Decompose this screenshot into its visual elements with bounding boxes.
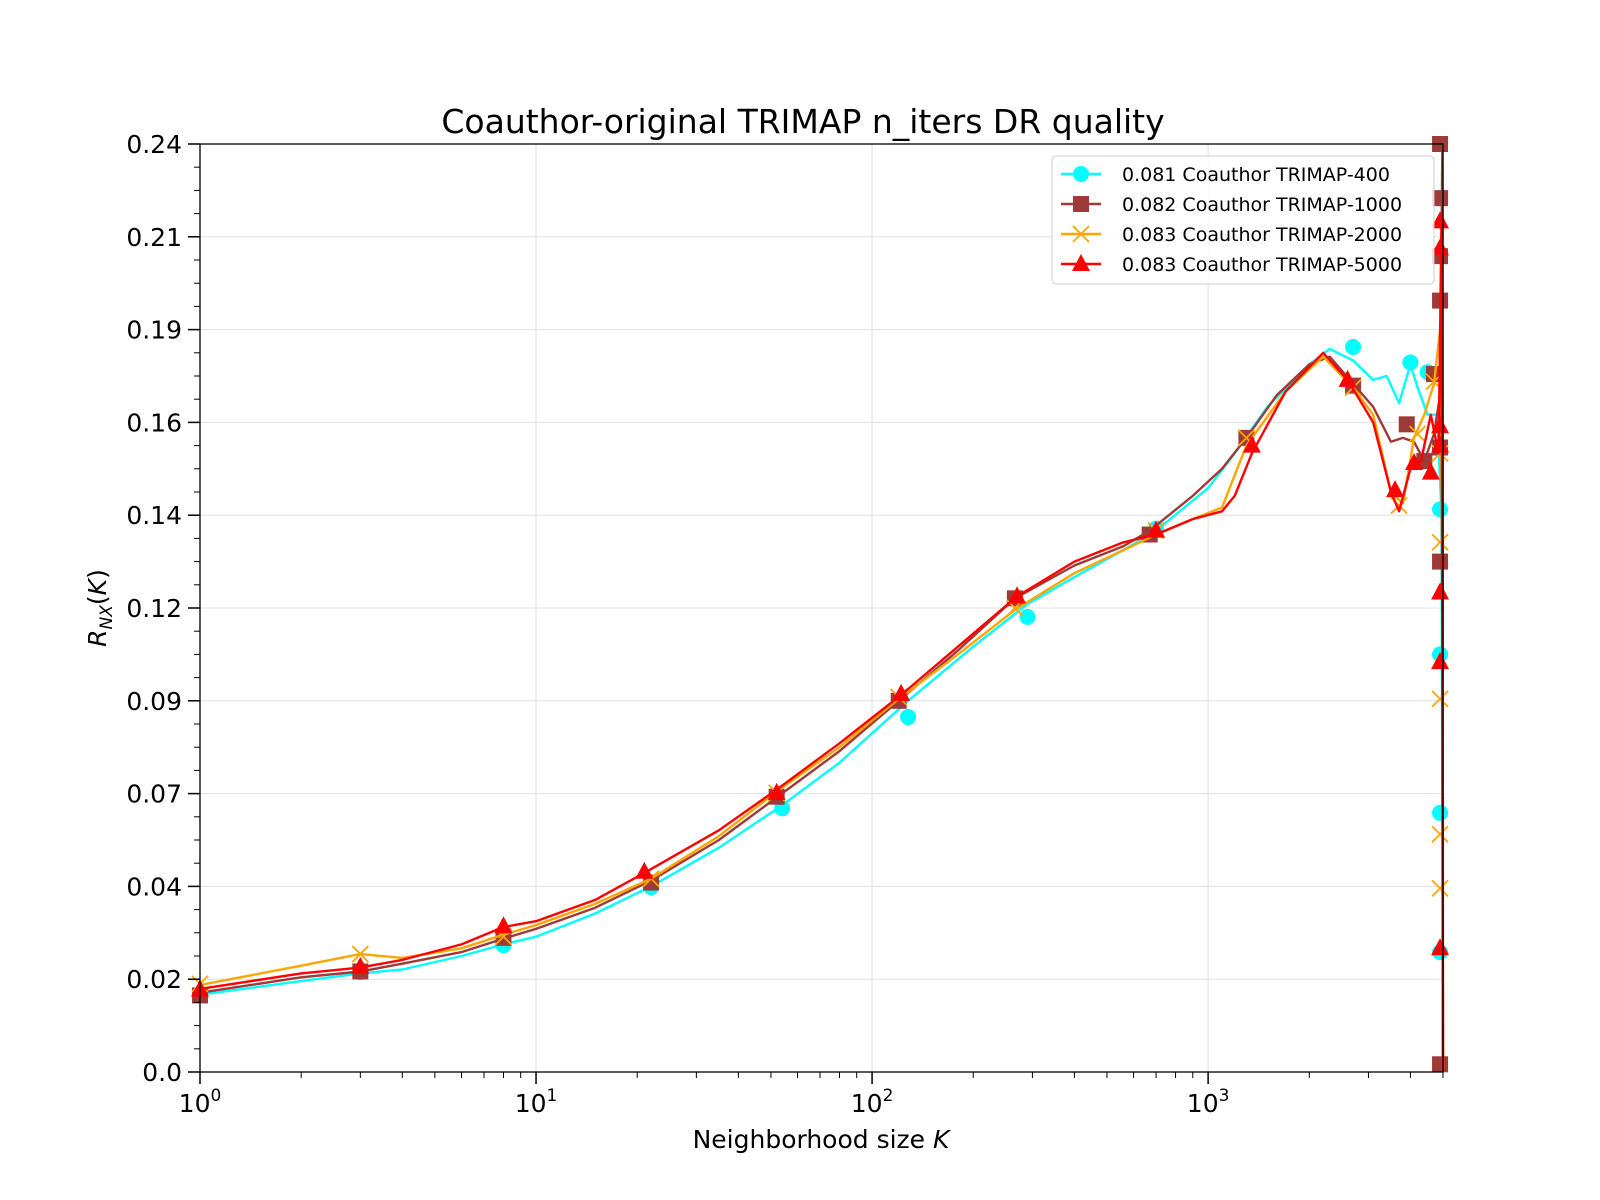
- legend-marker: [1073, 196, 1089, 212]
- y-tick-label: 0.02: [126, 965, 182, 994]
- series-point: [1386, 480, 1405, 498]
- series-point: [1432, 190, 1449, 207]
- legend-item: 0.083 Coauthor TRIMAP-5000: [1061, 254, 1402, 276]
- y-tick-label: 0.0: [142, 1058, 182, 1087]
- x-axis: 100 101 102 103: [179, 1072, 1444, 1118]
- series-point: [1432, 804, 1449, 821]
- series-point: [635, 861, 654, 879]
- legend-label: 0.081 Coauthor TRIMAP-400: [1122, 164, 1390, 186]
- series-line: [199, 328, 1445, 1073]
- legend-label: 0.082 Coauthor TRIMAP-1000: [1122, 194, 1402, 216]
- series-point: [1405, 453, 1424, 470]
- y-tick-label: 0.07: [126, 780, 182, 809]
- series-point: [1432, 553, 1449, 570]
- series-point: [1431, 533, 1449, 551]
- x-tick-label: 103: [1187, 1086, 1230, 1118]
- legend-item: 0.081 Coauthor TRIMAP-400: [1061, 164, 1390, 186]
- series-point: [1242, 435, 1261, 453]
- series-point: [1019, 608, 1036, 625]
- legend-box: [1051, 155, 1435, 285]
- series-point: [1431, 211, 1450, 229]
- x-tick-label: 102: [851, 1086, 894, 1118]
- series-point: [1431, 416, 1450, 434]
- y-tick-label: 0.09: [126, 687, 182, 716]
- series-point: [1338, 369, 1357, 387]
- x-tick-label: 101: [515, 1086, 558, 1118]
- x-axis-title: Neighborhood size K: [693, 1125, 952, 1154]
- series-point: [494, 916, 513, 934]
- series-point: [900, 709, 917, 726]
- series-point: [892, 683, 911, 701]
- series-line: [199, 220, 1445, 1073]
- series-point: [1431, 879, 1449, 897]
- legend: 0.081 Coauthor TRIMAP-400 0.082 Coauthor …: [1051, 155, 1435, 285]
- y-tick-label: 0.14: [126, 501, 182, 530]
- y-tick-label: 0.04: [126, 872, 182, 901]
- series-point: [767, 782, 786, 800]
- series-point: [1431, 435, 1450, 453]
- y-tick-label: 0.19: [126, 316, 182, 345]
- series-point: [1431, 825, 1449, 843]
- series-point: [1432, 501, 1449, 518]
- chart-title: Coauthor-original TRIMAP n_iters DR qual…: [441, 102, 1164, 141]
- series-point: [1402, 354, 1419, 371]
- x-tick-label: 100: [179, 1086, 222, 1118]
- legend-item: 0.082 Coauthor TRIMAP-1000: [1061, 194, 1402, 216]
- series-point: [1345, 339, 1362, 355]
- y-tick-label: 0.21: [126, 223, 182, 252]
- y-axis: 0.0 0.02 0.04 0.07 0.09 0.12 0.14 0.16 0.19 0.21 0…: [126, 130, 200, 1087]
- y-tick-label: 0.12: [126, 594, 182, 623]
- series-point: [1431, 652, 1450, 670]
- plot-area: [191, 136, 1450, 1073]
- legend-item: 0.083 Coauthor TRIMAP-2000: [1061, 224, 1402, 246]
- legend-marker: [1072, 254, 1090, 271]
- series-point: [1147, 520, 1166, 538]
- series-point: [351, 956, 370, 974]
- series-point: [1408, 425, 1427, 443]
- legend-marker: [1073, 166, 1089, 182]
- series-point: [1431, 938, 1450, 956]
- y-tick-label: 0.16: [126, 408, 182, 437]
- series-4: [191, 211, 1450, 1073]
- y-tick-label: 0.24: [126, 130, 182, 159]
- series-point: [351, 945, 369, 963]
- series-point: [1431, 582, 1450, 600]
- legend-marker: [1072, 225, 1090, 243]
- legend-label: 0.083 Coauthor TRIMAP-2000: [1122, 224, 1402, 246]
- series-layer: [191, 136, 1450, 1073]
- series-point: [1421, 462, 1440, 480]
- series-point: [1431, 238, 1450, 256]
- series-point: [1431, 690, 1449, 708]
- series-point: [1432, 1056, 1449, 1073]
- series-point: [1008, 586, 1027, 604]
- y-axis-title: RNX(K): [83, 569, 117, 647]
- legend-label: 0.083 Coauthor TRIMAP-5000: [1122, 254, 1402, 276]
